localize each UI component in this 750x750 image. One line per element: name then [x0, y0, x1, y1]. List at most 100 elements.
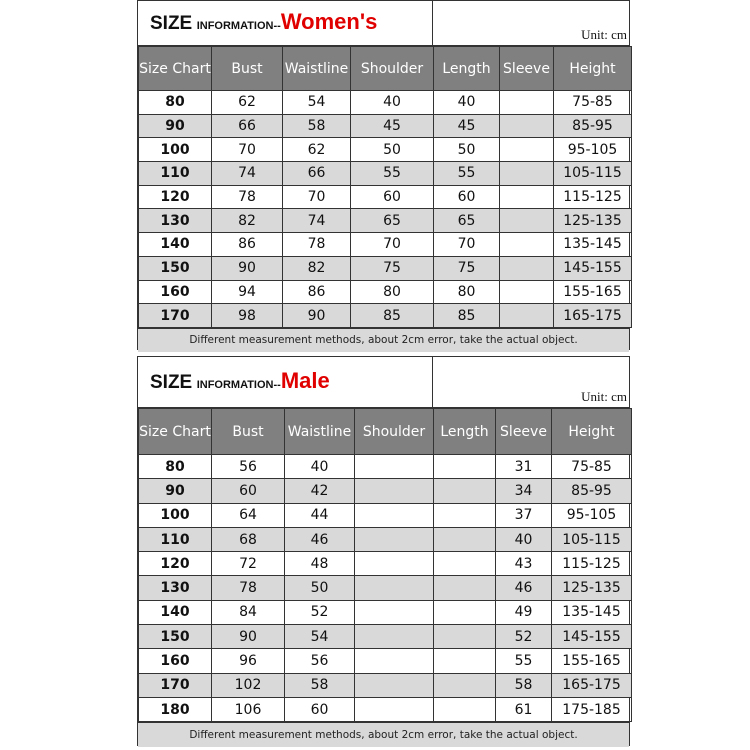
table-row: 80 56 40 31 75-85	[138, 453, 632, 480]
table-cell: 85	[350, 303, 434, 328]
table-cell: 80	[350, 279, 434, 305]
table-cell: 165-175	[553, 303, 632, 328]
title-accent: Women's	[280, 9, 378, 34]
table-cell	[499, 303, 554, 328]
table-cell	[499, 90, 554, 115]
table-cell: 80	[433, 279, 500, 305]
table-row: 100 70 62 50 50 95-105	[138, 137, 632, 163]
table-cell: 52	[495, 624, 552, 650]
table-cell: 85-95	[551, 478, 632, 504]
table-row: 160 94 86 80 80 155-165	[138, 279, 632, 305]
table-cell: 110	[138, 526, 212, 553]
table-cell: 70	[282, 184, 351, 210]
table-cell: 70	[433, 232, 500, 257]
table-cell	[433, 478, 496, 504]
table-cell: 70	[211, 137, 283, 163]
table-cell	[354, 453, 434, 480]
table-cell	[354, 478, 434, 504]
table-cell: 66	[282, 161, 351, 186]
table-cell: 130	[138, 575, 212, 601]
table-cell: 48	[284, 551, 355, 577]
table-cell: 80	[138, 453, 212, 480]
table-cell	[499, 137, 554, 163]
table-cell: 46	[284, 526, 355, 553]
table-cell: 95-105	[551, 502, 632, 528]
table-row: 140 86 78 70 70 135-145	[138, 232, 632, 257]
size-table: Size Chart Bust Waistline Shoulder Length Sle…	[138, 408, 632, 723]
table-cell: 50	[284, 575, 355, 601]
table-cell	[433, 624, 496, 650]
table-cell: 49	[495, 599, 552, 626]
table-cell	[499, 255, 554, 281]
chart-title: SIZE INFORMATION--Male	[150, 368, 330, 394]
table-cell: 90	[138, 478, 212, 504]
table-cell: 130	[138, 208, 212, 234]
table-cell: 61	[495, 696, 552, 723]
table-cell	[354, 551, 434, 577]
table-cell: 85-95	[553, 113, 632, 139]
column-header: Length	[433, 46, 500, 91]
table-row: 130 82 74 65 65 125-135	[138, 208, 632, 234]
table-cell: 115-125	[551, 551, 632, 577]
unit-label: Unit: cm	[581, 27, 627, 42]
table-row: 170 98 90 85 85 165-175	[138, 303, 632, 328]
table-cell: 155-165	[553, 279, 632, 305]
table-cell: 100	[138, 502, 212, 528]
size-table: Size Chart Bust Waistline Shoulder Length Sle…	[138, 46, 632, 328]
table-cell: 165-175	[551, 672, 632, 698]
table-cell: 37	[495, 502, 552, 528]
table-cell	[499, 232, 554, 257]
column-header: Shoulder	[354, 408, 434, 455]
table-cell	[499, 161, 554, 186]
table-cell	[354, 648, 434, 674]
table-cell: 31	[495, 453, 552, 480]
table-cell	[499, 184, 554, 210]
table-cell: 155-165	[551, 648, 632, 674]
table-cell	[433, 502, 496, 528]
table-cell	[354, 526, 434, 553]
table-row: 160 96 56 55 155-165	[138, 648, 632, 674]
table-row: 90 66 58 45 45 85-95	[138, 113, 632, 139]
table-cell: 105-115	[553, 161, 632, 186]
table-cell: 70	[350, 232, 434, 257]
table-row: 120 72 48 43 115-125	[138, 551, 632, 577]
male-size-chart: SIZE INFORMATION--Male Unit: cm Size Char…	[137, 356, 632, 748]
table-cell	[433, 648, 496, 674]
table-row: 130 78 50 46 125-135	[138, 575, 632, 601]
table-cell: 102	[211, 672, 285, 698]
table-cell: 145-155	[551, 624, 632, 650]
table-cell: 46	[495, 575, 552, 601]
title-prefix: SIZE	[150, 372, 193, 393]
chart-title: SIZE INFORMATION--Women's	[150, 9, 377, 35]
table-cell: 60	[350, 184, 434, 210]
table-cell: 56	[284, 648, 355, 674]
table-cell: 110	[138, 161, 212, 186]
column-header: Height	[553, 46, 632, 91]
table-cell: 75-85	[553, 90, 632, 115]
table-cell: 140	[138, 599, 212, 626]
table-cell: 90	[211, 624, 285, 650]
table-row: 110 74 66 55 55 105-115	[138, 161, 632, 186]
table-cell: 40	[350, 90, 434, 115]
table-cell: 80	[138, 90, 212, 115]
table-cell: 58	[284, 672, 355, 698]
title-bar: SIZE INFORMATION--Male Unit: cm	[138, 357, 629, 408]
table-cell	[354, 696, 434, 723]
table-row: 100 64 44 37 95-105	[138, 502, 632, 528]
column-header: Sleeve	[495, 408, 552, 455]
table-cell: 160	[138, 648, 212, 674]
table-cell: 55	[495, 648, 552, 674]
column-header: Length	[433, 408, 496, 455]
table-cell: 98	[211, 303, 283, 328]
table-cell: 75	[433, 255, 500, 281]
table-cell: 106	[211, 696, 285, 723]
table-cell	[433, 696, 496, 723]
column-header: Size Chart	[138, 408, 212, 455]
table-cell	[433, 575, 496, 601]
header-row: Size Chart Bust Waistline Shoulder Length Sle…	[138, 408, 632, 455]
table-cell: 40	[433, 90, 500, 115]
table-row: 170 102 58 58 165-175	[138, 672, 632, 698]
table-cell: 125-135	[551, 575, 632, 601]
table-cell: 120	[138, 551, 212, 577]
table-cell: 42	[284, 478, 355, 504]
